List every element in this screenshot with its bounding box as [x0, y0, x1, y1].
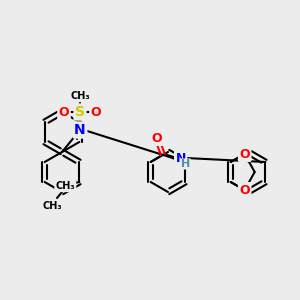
Text: O: O	[91, 106, 101, 118]
Text: N: N	[74, 123, 86, 137]
Text: CH₃: CH₃	[70, 91, 90, 101]
Text: O: O	[59, 106, 69, 118]
Text: CH₃: CH₃	[42, 201, 62, 211]
Text: CH₃: CH₃	[56, 181, 75, 191]
Text: O: O	[239, 184, 250, 196]
Text: S: S	[75, 105, 85, 119]
Text: O: O	[152, 131, 162, 145]
Text: H: H	[181, 159, 190, 169]
Text: N: N	[176, 152, 186, 164]
Text: O: O	[239, 148, 250, 160]
